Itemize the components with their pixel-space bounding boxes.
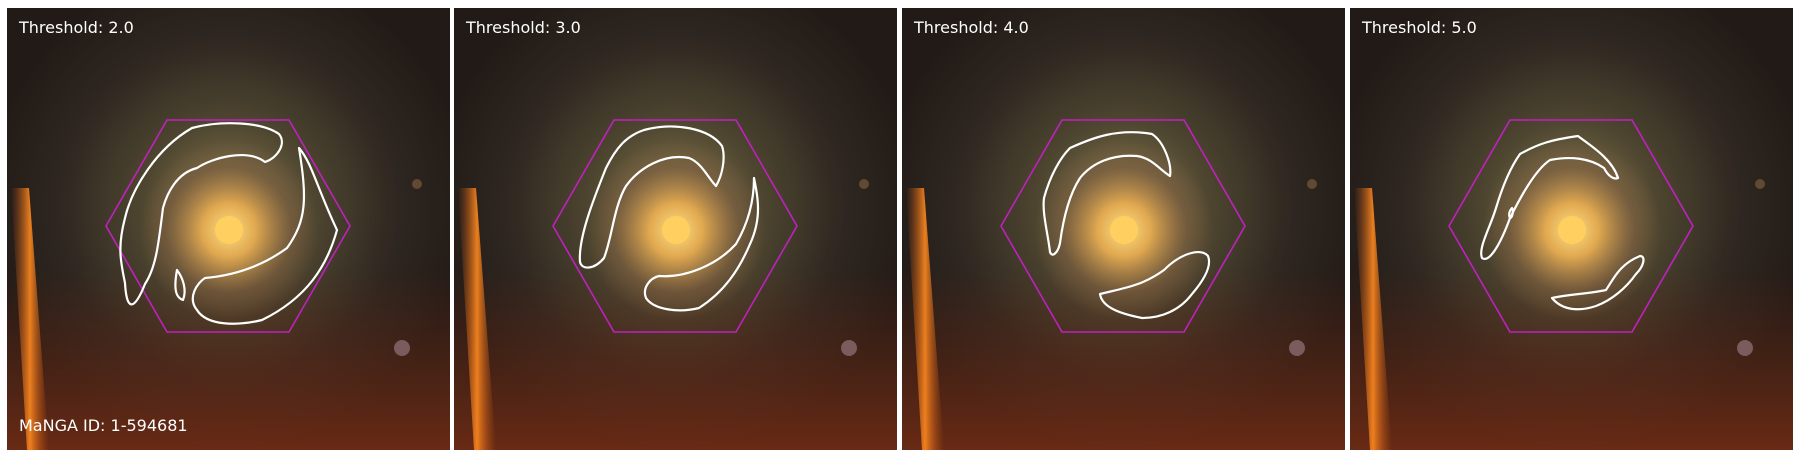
galaxy-panel-threshold-5: Threshold: 5.0 (1350, 8, 1793, 450)
ifu-hexagon (105, 119, 351, 333)
threshold-label: Threshold: 2.0 (19, 18, 134, 37)
threshold-label: Threshold: 4.0 (914, 18, 1029, 37)
ifu-hexagon (552, 119, 798, 333)
galaxy-panel-threshold-3: Threshold: 3.0 (454, 8, 897, 450)
spiral-contours (119, 122, 339, 325)
spiral-contours (1042, 131, 1211, 320)
spiral-contours (578, 125, 760, 312)
galaxy-image (902, 8, 1345, 450)
galaxy-panel-threshold-4: Threshold: 4.0 (902, 8, 1345, 450)
ifu-hexagon (1448, 119, 1694, 333)
galaxy-image (7, 8, 450, 450)
ifu-hexagon (1000, 119, 1246, 333)
threshold-label: Threshold: 3.0 (466, 18, 581, 37)
galaxy-panel-threshold-2: Threshold: 2.0 MaNGA ID: 1-594681 (7, 8, 450, 450)
manga-id-label: MaNGA ID: 1-594681 (19, 416, 188, 435)
galaxy-image (454, 8, 897, 450)
galaxy-image (1350, 8, 1793, 450)
spiral-contours (1480, 134, 1645, 311)
threshold-label: Threshold: 5.0 (1362, 18, 1477, 37)
